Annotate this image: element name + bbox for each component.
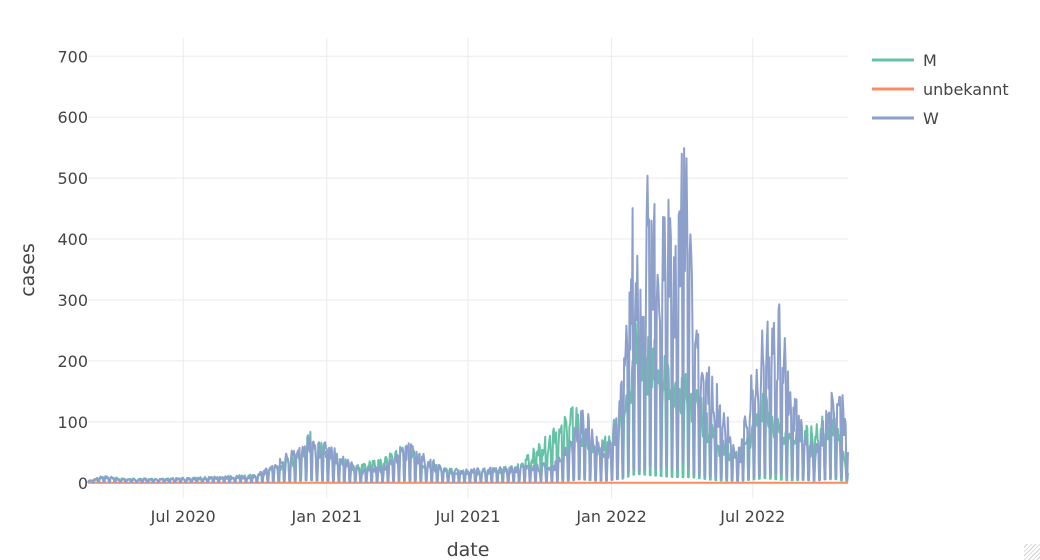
legend-item-unbekannt[interactable]: unbekannt [872, 80, 1009, 99]
x-tick-label: Jul 2021 [434, 507, 500, 526]
y-tick-label: 300 [57, 291, 88, 310]
legend-label: W [923, 109, 939, 128]
x-tick-label: Jul 2020 [150, 507, 216, 526]
legend-item-M[interactable]: M [872, 51, 937, 70]
x-tick-label: Jul 2022 [719, 507, 785, 526]
series-area [87, 147, 849, 484]
resize-handle[interactable] [1024, 544, 1040, 560]
y-tick-label: 100 [57, 413, 88, 432]
y-tick-label: 600 [57, 108, 88, 127]
tick-labels: 0 100 200 300 400 500 600 700 Jul 2020 Jan 2021 Ju… [57, 47, 785, 526]
y-tick-label: 400 [57, 230, 88, 249]
series-line-W [87, 147, 849, 484]
y-axis-title: cases [17, 243, 39, 297]
legend-label: M [923, 51, 937, 70]
legend-label: unbekannt [923, 80, 1009, 99]
legend-item-W[interactable]: W [872, 109, 939, 128]
y-tick-label: 500 [57, 169, 88, 188]
gridlines [88, 38, 848, 498]
y-tick-label: 700 [57, 47, 88, 66]
x-tick-label: Jan 2021 [291, 507, 362, 526]
y-tick-label: 200 [57, 352, 88, 371]
y-tick-label: 0 [78, 474, 88, 493]
x-axis-title: date [447, 539, 490, 560]
x-tick-label: Jan 2022 [575, 507, 646, 526]
